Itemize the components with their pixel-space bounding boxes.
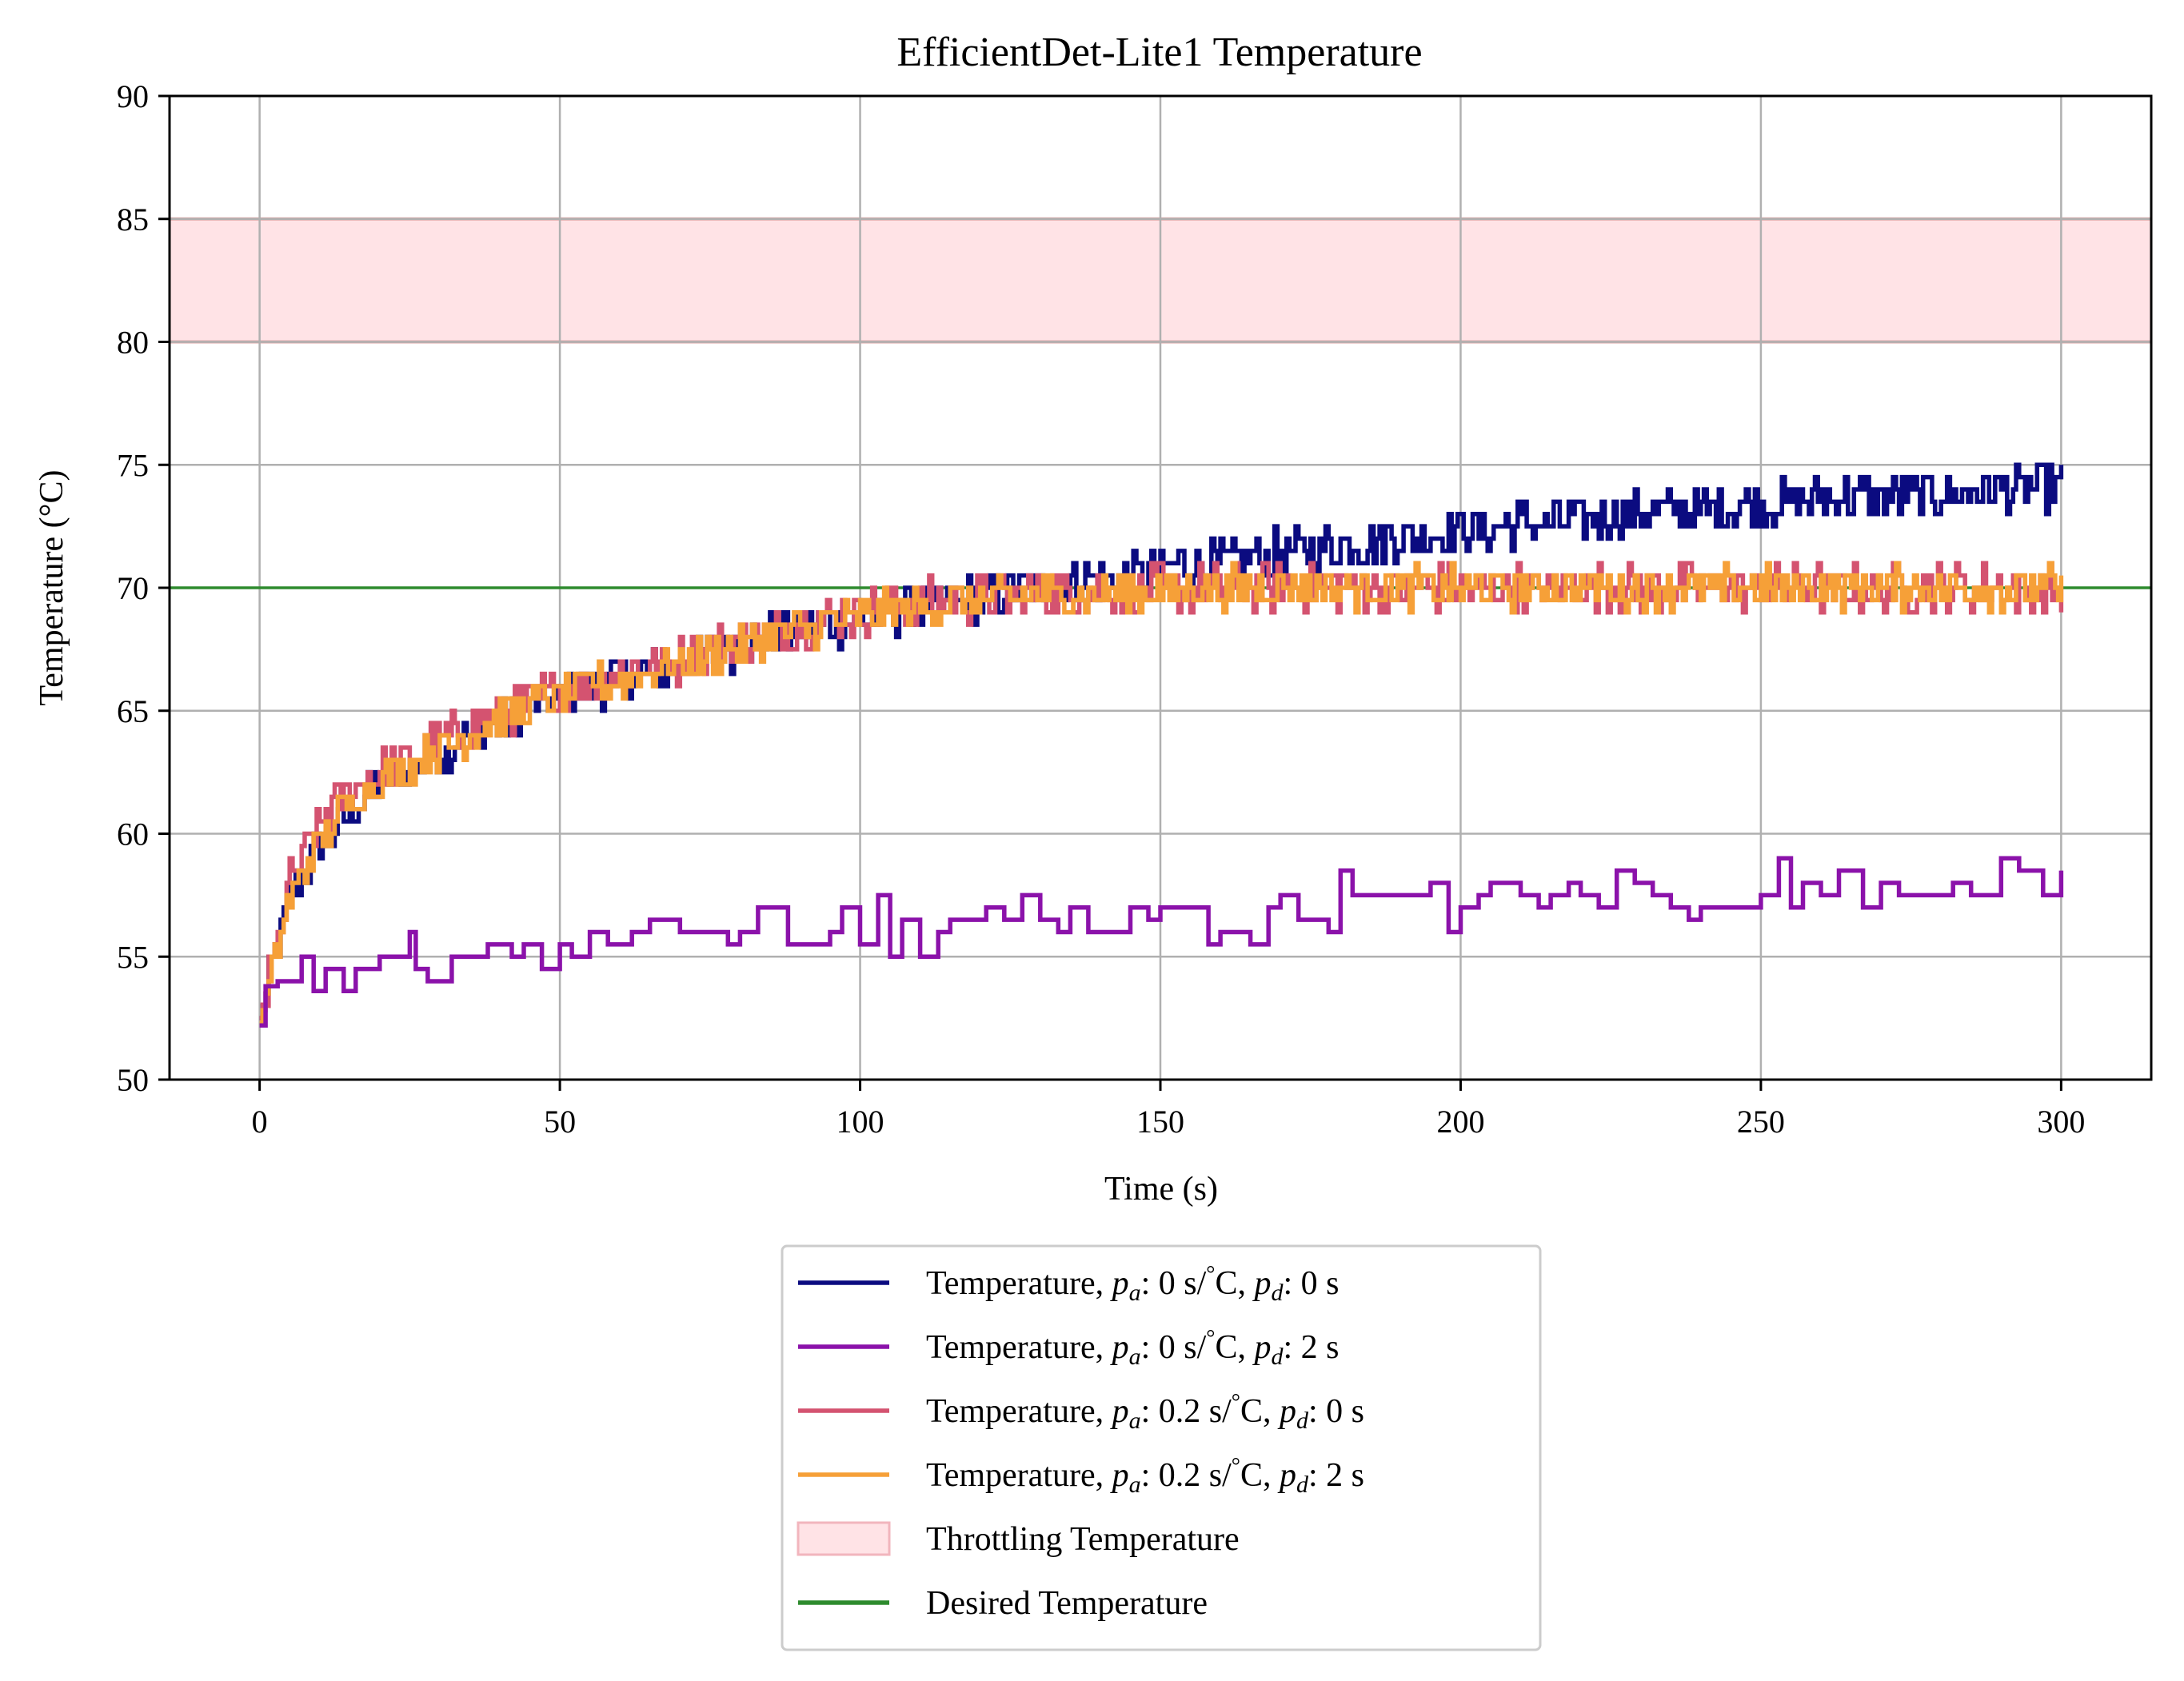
legend-label-desired: Desired Temperature: [926, 1585, 1208, 1622]
legend-text: : 0.2 s/: [1141, 1393, 1232, 1430]
legend-symbol-p: p: [1252, 1329, 1272, 1366]
legend-text: : 0 s: [1284, 1265, 1340, 1302]
legend-text: C,: [1216, 1329, 1255, 1366]
y-tick-label: 50: [117, 1062, 149, 1098]
legend-symbol-p: p: [1110, 1265, 1129, 1302]
legend-label-series-4: Temperature, pa: 0.2 s/°C, pd: 2 s: [926, 1454, 1364, 1498]
legend-text: Temperature,: [926, 1393, 1112, 1430]
legend-subscript-a: a: [1129, 1280, 1141, 1306]
y-tick-label: 55: [117, 939, 149, 975]
legend-label-series-3: Temperature, pa: 0.2 s/°C, pd: 0 s: [926, 1390, 1364, 1434]
y-tick-label: 65: [117, 693, 149, 729]
series-layer: [259, 462, 2064, 1028]
legend-symbol-p: p: [1277, 1393, 1296, 1430]
legend: Temperature, pa: 0 s/°C, pd: 0 sTemperat…: [781, 1244, 1542, 1651]
legend-text: Temperature,: [926, 1329, 1112, 1366]
legend-symbol-p: p: [1110, 1393, 1129, 1430]
chart-title: EfficientDet-Lite1 Temperature: [896, 30, 1422, 75]
legend-subscript-d: d: [1296, 1471, 1309, 1498]
x-tick-label: 0: [252, 1104, 268, 1140]
x-tick-label: 100: [836, 1104, 884, 1140]
x-axis-label: Time (s): [1104, 1171, 1218, 1208]
legend-subscript-d: d: [1272, 1280, 1284, 1306]
legend-label-throttling: Throttling Temperature: [926, 1521, 1240, 1558]
legend-text: C,: [1240, 1393, 1280, 1430]
legend-degree: °: [1206, 1262, 1215, 1287]
legend-text: : 0 s/: [1141, 1329, 1207, 1366]
legend-text: : 0 s/: [1141, 1265, 1207, 1302]
legend-subscript-d: d: [1272, 1344, 1284, 1370]
x-tick-label: 300: [2037, 1104, 2085, 1140]
legend-subscript-a: a: [1129, 1344, 1141, 1370]
x-tick-label: 200: [1436, 1104, 1484, 1140]
legend-label-series-2: Temperature, pa: 0 s/°C, pd: 2 s: [926, 1326, 1340, 1370]
series-line-4: [259, 561, 2064, 1026]
y-tick-label: 70: [117, 570, 149, 606]
legend-swatch-throttling: [797, 1521, 891, 1556]
axis-ticks: 0 50 100 150 200 250 300 50 55 60 65 70 75 80 85 90: [117, 78, 2085, 1140]
y-tick-label: 80: [117, 325, 149, 361]
series-line-1: [259, 462, 2064, 1020]
series-line-2: [259, 856, 2064, 1028]
legend-text: : 2 s: [1284, 1329, 1340, 1366]
legend-text: : 2 s: [1308, 1457, 1364, 1494]
y-axis-label: Temperature (°C): [34, 470, 70, 706]
legend-label-series-1: Temperature, pa: 0 s/°C, pd: 0 s: [926, 1262, 1340, 1306]
x-tick-label: 50: [544, 1104, 576, 1140]
x-tick-label: 250: [1737, 1104, 1785, 1140]
legend-symbol-p: p: [1110, 1329, 1129, 1366]
legend-subscript-a: a: [1129, 1471, 1141, 1498]
legend-symbol-p: p: [1252, 1265, 1272, 1302]
legend-symbol-p: p: [1110, 1457, 1129, 1494]
legend-degree: °: [1232, 1390, 1240, 1415]
legend-degree: °: [1232, 1454, 1240, 1479]
legend-subscript-d: d: [1296, 1407, 1309, 1434]
y-tick-label: 90: [117, 78, 149, 114]
legend-subscript-a: a: [1129, 1407, 1141, 1434]
legend-box: [781, 1244, 1542, 1651]
legend-text: C,: [1216, 1265, 1255, 1302]
x-tick-label: 150: [1136, 1104, 1184, 1140]
legend-text: Temperature,: [926, 1457, 1112, 1494]
legend-degree: °: [1206, 1326, 1215, 1351]
legend-text: : 0 s: [1308, 1393, 1364, 1430]
legend-text: Temperature,: [926, 1265, 1112, 1302]
y-tick-label: 75: [117, 447, 149, 483]
legend-symbol-p: p: [1277, 1457, 1296, 1494]
y-tick-label: 60: [117, 817, 149, 852]
legend-text: : 0.2 s/: [1141, 1457, 1232, 1494]
legend-text: C,: [1240, 1457, 1280, 1494]
y-tick-label: 85: [117, 202, 149, 238]
